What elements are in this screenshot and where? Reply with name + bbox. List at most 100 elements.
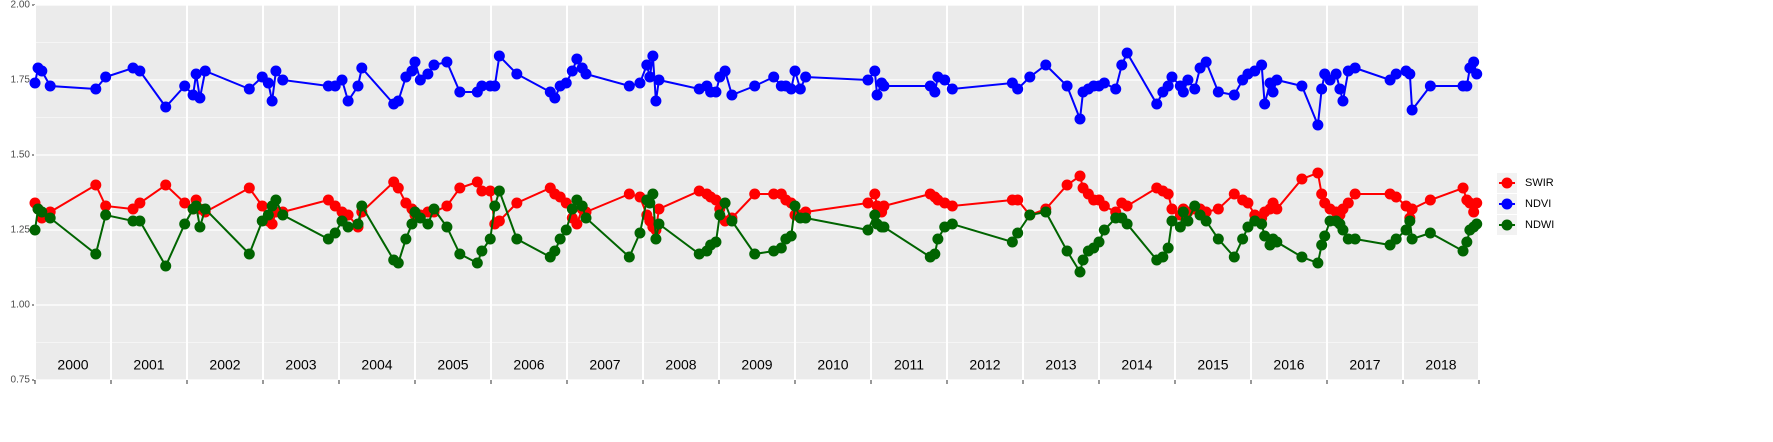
- data-point: [1024, 71, 1036, 83]
- data-point: [342, 221, 354, 233]
- year-label: 2004: [361, 357, 392, 373]
- data-point: [441, 56, 453, 68]
- data-point: [277, 209, 289, 221]
- data-point: [1177, 206, 1189, 218]
- data-point: [336, 74, 348, 86]
- data-point: [356, 62, 368, 74]
- data-point: [414, 74, 426, 86]
- data-point: [1471, 197, 1483, 209]
- data-point: [653, 218, 665, 230]
- data-point: [1174, 221, 1186, 233]
- data-point: [476, 245, 488, 257]
- data-point: [1256, 59, 1268, 71]
- y-tick-label: 1.00: [11, 300, 31, 311]
- legend-point: [1501, 177, 1513, 189]
- data-point: [789, 200, 801, 212]
- data-point: [1296, 80, 1308, 92]
- data-point: [1242, 197, 1254, 209]
- data-point: [800, 212, 812, 224]
- year-label: 2000: [57, 357, 88, 373]
- data-point: [1157, 251, 1169, 263]
- year-label: 2009: [741, 357, 772, 373]
- data-point: [1337, 224, 1349, 236]
- data-point: [1166, 71, 1178, 83]
- data-point: [1074, 266, 1086, 278]
- data-point: [428, 59, 440, 71]
- data-point: [719, 65, 731, 77]
- data-point: [243, 83, 255, 95]
- data-point: [1319, 230, 1331, 242]
- data-point: [647, 188, 659, 200]
- data-point: [1424, 80, 1436, 92]
- data-point: [560, 77, 572, 89]
- data-point: [710, 86, 722, 98]
- data-point: [428, 203, 440, 215]
- data-point: [409, 56, 421, 68]
- data-point: [1200, 56, 1212, 68]
- data-point: [199, 203, 211, 215]
- data-point: [471, 176, 483, 188]
- year-label: 2011: [894, 357, 924, 373]
- data-point: [1012, 194, 1024, 206]
- data-point: [1012, 227, 1024, 239]
- data-point: [1162, 242, 1174, 254]
- data-point: [199, 65, 211, 77]
- data-point: [356, 200, 368, 212]
- data-point: [768, 71, 780, 83]
- data-point: [1121, 200, 1133, 212]
- y-tick-label: 1.50: [11, 150, 31, 161]
- data-point: [623, 188, 635, 200]
- data-point: [36, 206, 48, 218]
- data-point: [270, 65, 282, 77]
- year-label: 2012: [969, 357, 1000, 373]
- data-point: [1121, 47, 1133, 59]
- data-point: [549, 92, 561, 104]
- series: [29, 185, 1483, 278]
- data-point: [571, 218, 583, 230]
- data-point: [726, 215, 738, 227]
- data-point: [392, 257, 404, 269]
- data-point: [511, 197, 523, 209]
- data-point: [1404, 68, 1416, 80]
- data-point: [1349, 62, 1361, 74]
- data-point: [946, 218, 958, 230]
- year-label: 2001: [133, 357, 164, 373]
- data-point: [1457, 182, 1469, 194]
- data-point: [1074, 170, 1086, 182]
- data-point: [406, 65, 418, 77]
- year-label: 2015: [1197, 357, 1228, 373]
- data-point: [1400, 224, 1412, 236]
- data-point: [476, 80, 488, 92]
- data-point: [1077, 254, 1089, 266]
- data-point: [1162, 188, 1174, 200]
- data-point: [1267, 86, 1279, 98]
- data-point: [1228, 89, 1240, 101]
- data-point: [262, 209, 274, 221]
- data-point: [511, 68, 523, 80]
- legend-label: NDVI: [1525, 198, 1551, 210]
- data-point: [749, 80, 761, 92]
- data-point: [789, 65, 801, 77]
- data-point: [489, 80, 501, 92]
- data-point: [1061, 80, 1073, 92]
- year-label: 2002: [209, 357, 240, 373]
- data-point: [549, 245, 561, 257]
- data-point: [484, 233, 496, 245]
- data-point: [768, 188, 780, 200]
- data-point: [1316, 188, 1328, 200]
- data-point: [714, 209, 726, 221]
- data-point: [1024, 209, 1036, 221]
- data-point: [929, 248, 941, 260]
- data-point: [719, 197, 731, 209]
- data-point: [1098, 200, 1110, 212]
- y-tick-label: 1.25: [11, 225, 31, 236]
- data-point: [571, 53, 583, 65]
- data-point: [493, 50, 505, 62]
- data-point: [1390, 68, 1402, 80]
- data-point: [869, 65, 881, 77]
- data-point: [862, 197, 874, 209]
- data-point: [422, 68, 434, 80]
- year-label: 2013: [1045, 357, 1076, 373]
- data-point: [1151, 98, 1163, 110]
- data-point: [1271, 203, 1283, 215]
